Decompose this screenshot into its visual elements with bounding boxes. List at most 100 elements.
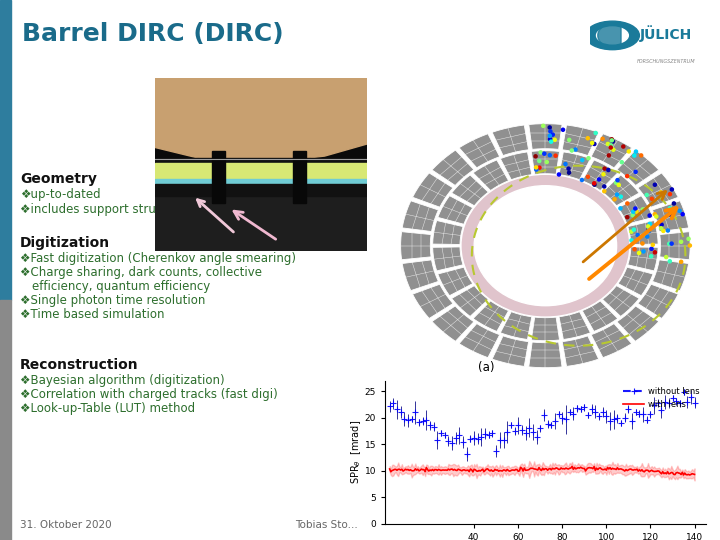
with lens — [436, 467, 444, 473]
Point — [675, 258, 687, 266]
Point — [611, 179, 622, 187]
Bar — [0, 300, 11, 540]
with lens — [685, 472, 694, 478]
Point — [613, 181, 624, 190]
Point — [683, 234, 694, 243]
Point — [544, 127, 556, 136]
Point — [607, 137, 618, 146]
Polygon shape — [413, 173, 453, 207]
Point — [582, 134, 593, 143]
Point — [656, 220, 667, 229]
with lens — [385, 466, 394, 472]
Bar — [155, 163, 367, 180]
Text: Geometry: Geometry — [20, 172, 97, 186]
Point — [668, 199, 680, 208]
Point — [651, 212, 662, 221]
Point — [645, 252, 657, 261]
Point — [616, 158, 628, 166]
Polygon shape — [459, 323, 500, 357]
Point — [662, 226, 674, 235]
Point — [544, 151, 556, 159]
Text: Barrel DIRC (DIRC): Barrel DIRC (DIRC) — [22, 22, 284, 46]
Point — [664, 257, 675, 266]
Point — [545, 137, 557, 146]
Point — [606, 144, 617, 152]
Legend: without lens, with lens: without lens, with lens — [621, 385, 701, 410]
Polygon shape — [531, 317, 559, 341]
Point — [684, 241, 696, 250]
Text: ❖Single photon time resolution: ❖Single photon time resolution — [20, 294, 205, 307]
Polygon shape — [451, 286, 488, 316]
Point — [586, 139, 598, 147]
Bar — [155, 179, 367, 185]
Point — [644, 211, 655, 220]
Polygon shape — [603, 286, 639, 316]
Bar — [0, 0, 11, 300]
Point — [603, 151, 615, 160]
Point — [627, 207, 639, 216]
with lens — [511, 466, 520, 472]
Polygon shape — [598, 24, 621, 47]
Polygon shape — [591, 323, 631, 357]
Polygon shape — [582, 301, 618, 332]
Point — [621, 213, 633, 221]
Point — [589, 180, 600, 189]
Point — [547, 130, 559, 139]
Point — [636, 239, 648, 248]
Point — [563, 168, 575, 177]
Point — [541, 158, 552, 166]
Point — [631, 207, 642, 216]
Point — [530, 152, 541, 161]
Point — [643, 225, 654, 233]
Polygon shape — [618, 267, 653, 296]
Point — [608, 145, 619, 154]
Point — [534, 163, 545, 172]
Point — [647, 240, 659, 249]
Point — [634, 249, 645, 258]
Point — [642, 222, 654, 231]
Text: Tobias Sto...: Tobias Sto... — [295, 520, 358, 530]
without lens — [462, 450, 471, 457]
Polygon shape — [402, 260, 438, 291]
Point — [598, 182, 610, 191]
Point — [630, 147, 642, 156]
Bar — [155, 158, 367, 165]
Point — [602, 140, 613, 149]
Polygon shape — [402, 201, 438, 232]
with lens — [679, 472, 688, 478]
Polygon shape — [492, 336, 528, 367]
Polygon shape — [638, 173, 678, 207]
Point — [544, 131, 556, 140]
Text: ❖Correlation with charged tracks (fast digi): ❖Correlation with charged tracks (fast d… — [20, 388, 278, 401]
Point — [629, 204, 641, 213]
Point — [621, 172, 633, 180]
Polygon shape — [155, 78, 367, 161]
Point — [655, 188, 667, 197]
Point — [626, 227, 637, 236]
Point — [632, 231, 644, 239]
Point — [593, 175, 605, 184]
Point — [553, 170, 564, 179]
with lens — [690, 471, 699, 478]
Bar — [293, 151, 305, 202]
Polygon shape — [413, 284, 453, 319]
Point — [627, 211, 639, 219]
Point — [588, 179, 600, 187]
Point — [623, 147, 634, 156]
Polygon shape — [562, 336, 599, 367]
Point — [598, 187, 610, 195]
Point — [663, 239, 675, 248]
Polygon shape — [652, 260, 688, 291]
Text: ❖Charge sharing, dark counts, collective: ❖Charge sharing, dark counts, collective — [20, 266, 262, 279]
Text: ❖Time based simulation: ❖Time based simulation — [20, 308, 164, 321]
Point — [609, 195, 621, 204]
Point — [606, 135, 618, 144]
Polygon shape — [528, 342, 562, 368]
Text: ❖up-to-dated: ❖up-to-dated — [20, 188, 101, 201]
Point — [674, 206, 685, 215]
Point — [559, 160, 571, 168]
Point — [605, 143, 616, 152]
Point — [566, 146, 577, 155]
Point — [641, 191, 652, 199]
Line: without lens: without lens — [387, 389, 698, 456]
